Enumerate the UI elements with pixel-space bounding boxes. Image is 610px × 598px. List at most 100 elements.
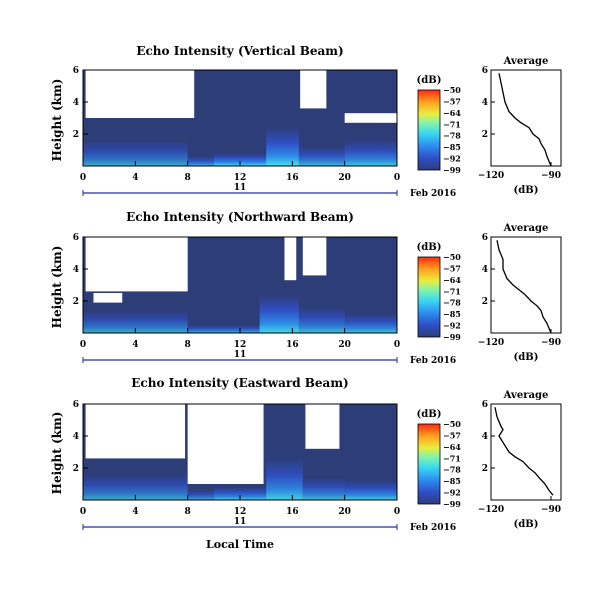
x-tick-label: 16 bbox=[286, 507, 299, 517]
no-echo-region bbox=[85, 70, 195, 118]
heatmap-plot: 2 4 6 0 4 8 12 16 20 0 11 Feb 2016 bbox=[73, 233, 456, 366]
echo-column bbox=[298, 146, 345, 166]
x-tick-label: 0 bbox=[80, 173, 86, 183]
y-tick-label: 2 bbox=[73, 297, 79, 307]
x-tick-label: 4 bbox=[132, 173, 138, 183]
average-x-label: (dB) bbox=[514, 352, 539, 363]
colorbar-tick-label: −85 bbox=[443, 476, 461, 486]
colorbar-tick-label: −50 bbox=[443, 85, 461, 95]
panel-northward-beam: Echo Intensity (Northward Beam) Height (… bbox=[50, 210, 562, 366]
panel-vertical-beam: Echo Intensity (Vertical Beam) Height (k… bbox=[50, 44, 562, 199]
no-echo-region bbox=[284, 237, 297, 281]
echo-column bbox=[213, 487, 267, 500]
avg-x-tick-label: −90 bbox=[541, 505, 561, 515]
x-tick-label: 16 bbox=[286, 173, 299, 183]
average-frame bbox=[490, 69, 562, 167]
no-echo-region bbox=[187, 404, 264, 484]
average-profile-line bbox=[494, 407, 554, 496]
echo-column bbox=[266, 127, 299, 166]
colorbar-tick-label: −99 bbox=[443, 165, 461, 175]
average-profile-plot: Average 2 4 6 −120 −90(dB) bbox=[478, 390, 562, 530]
average-frame bbox=[490, 236, 562, 334]
x-tick-label: 16 bbox=[286, 340, 299, 350]
x-tick-label: 8 bbox=[185, 340, 191, 350]
no-echo-region bbox=[302, 237, 327, 276]
day-label: 11 bbox=[234, 517, 247, 527]
no-echo-region bbox=[85, 237, 188, 292]
colorbar-unit: (dB) bbox=[417, 242, 442, 253]
avg-y-tick-label: 2 bbox=[482, 464, 488, 474]
echo-column bbox=[187, 490, 214, 500]
echo-column bbox=[259, 294, 299, 333]
echo-column bbox=[266, 458, 303, 500]
x-tick-label: 20 bbox=[338, 173, 351, 183]
avg-y-tick-label: 6 bbox=[482, 400, 488, 410]
echo-column bbox=[187, 325, 260, 333]
colorbar-tick-label: −71 bbox=[443, 119, 461, 129]
colorbar-tick-label: −78 bbox=[443, 131, 461, 141]
y-axis-label: Height (km) bbox=[50, 79, 64, 162]
day-label: 11 bbox=[234, 183, 247, 193]
x-tick-label: 12 bbox=[234, 173, 247, 183]
echo-column bbox=[302, 477, 345, 500]
avg-x-tick-label: −120 bbox=[478, 338, 504, 348]
x-tick-label: 0 bbox=[394, 340, 400, 350]
date-label: Feb 2016 bbox=[410, 356, 456, 366]
colorbar-tick-label: −64 bbox=[443, 442, 461, 452]
colorbar-scale bbox=[417, 423, 441, 505]
x-tick-label: 0 bbox=[394, 507, 400, 517]
colorbar-scale bbox=[417, 256, 441, 338]
panel-eastward-beam: Echo Intensity (Eastward Beam) Height (k… bbox=[50, 376, 562, 533]
colorbar-tick-label: −57 bbox=[443, 430, 461, 440]
average-profile-plot: Average 2 4 6 −120 −90(dB) bbox=[478, 56, 562, 196]
y-tick-label: 6 bbox=[73, 400, 79, 410]
x-tick-label: 20 bbox=[338, 340, 351, 350]
average-title: Average bbox=[503, 223, 549, 234]
x-tick-label: 20 bbox=[338, 507, 351, 517]
average-profile-line bbox=[496, 240, 552, 334]
colorbar-tick-label: −85 bbox=[443, 142, 461, 152]
average-x-label: (dB) bbox=[514, 519, 539, 530]
colorbar-tick-label: −64 bbox=[443, 275, 461, 285]
average-profile-plot: Average 2 4 6 −120 −90(dB) bbox=[478, 223, 562, 363]
x-tick-label: 0 bbox=[80, 507, 86, 517]
colorbar: (dB)−50−57 −64−71 −78−85 −92−99 bbox=[417, 242, 462, 342]
colorbar-tick-label: −57 bbox=[443, 263, 461, 273]
echo-column bbox=[187, 156, 214, 166]
x-tick-label: 8 bbox=[185, 507, 191, 517]
x-tick-label: 4 bbox=[132, 340, 138, 350]
avg-y-tick-label: 4 bbox=[482, 432, 488, 442]
avg-x-tick-label: −120 bbox=[478, 171, 504, 181]
avg-y-tick-label: 4 bbox=[482, 98, 488, 108]
x-tick-label: 4 bbox=[132, 507, 138, 517]
colorbar-tick-label: −71 bbox=[443, 453, 461, 463]
avg-x-tick-label: −90 bbox=[541, 338, 561, 348]
x-axis-label: Local Time bbox=[206, 538, 274, 551]
y-tick-label: 6 bbox=[73, 233, 79, 243]
x-tick-label: 0 bbox=[80, 340, 86, 350]
date-label: Feb 2016 bbox=[410, 189, 456, 199]
colorbar-tick-label: −57 bbox=[443, 96, 461, 106]
colorbar-tick-label: −92 bbox=[443, 321, 461, 331]
x-tick-label: 8 bbox=[185, 173, 191, 183]
colorbar-scale bbox=[417, 89, 441, 171]
average-profile-line bbox=[498, 73, 552, 167]
average-frame bbox=[490, 403, 562, 501]
echo-column bbox=[344, 480, 397, 500]
heatmap-plot: 2 4 6 0 4 8 12 16 20 0 11 Feb 2016 bbox=[73, 400, 456, 533]
day-label: 11 bbox=[234, 350, 247, 360]
y-tick-label: 4 bbox=[73, 98, 79, 108]
heatmap-plot: 2 4 6 0 4 8 12 16 20 0 11 Feb 2016 bbox=[73, 66, 456, 199]
no-echo-region bbox=[344, 113, 397, 123]
panel-title: Echo Intensity (Northward Beam) bbox=[126, 210, 354, 224]
x-tick-label: 12 bbox=[234, 507, 247, 517]
y-axis-label: Height (km) bbox=[50, 412, 64, 495]
average-x-label: (dB) bbox=[514, 185, 539, 196]
average-title: Average bbox=[503, 56, 549, 67]
colorbar: (dB)−50−57 −64−71 −78−85 −92−99 bbox=[417, 409, 462, 509]
avg-y-tick-label: 4 bbox=[482, 265, 488, 275]
average-title: Average bbox=[503, 390, 549, 401]
colorbar-tick-label: −85 bbox=[443, 309, 461, 319]
colorbar-tick-label: −50 bbox=[443, 252, 461, 262]
